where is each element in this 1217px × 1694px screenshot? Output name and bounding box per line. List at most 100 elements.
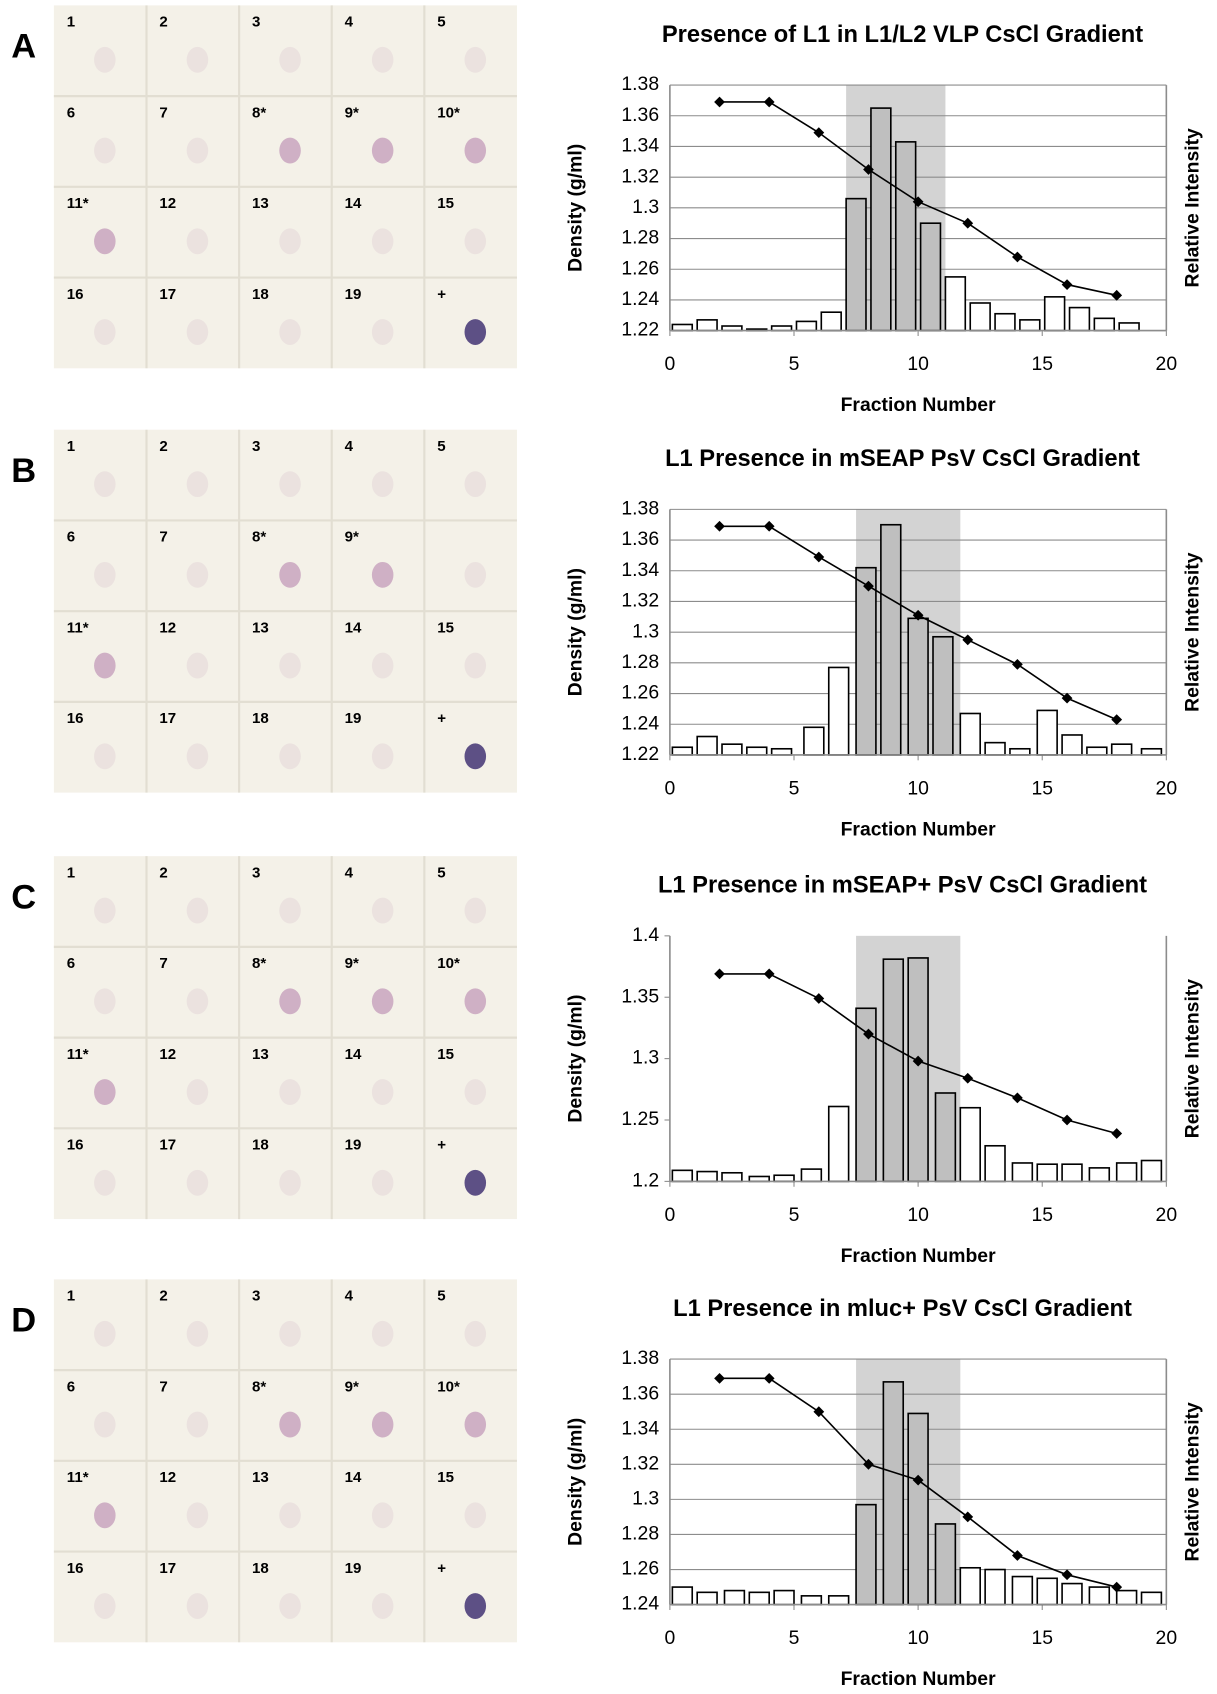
x-tick-label: 15 bbox=[1031, 1204, 1053, 1226]
y2-axis-label: Relative Intensity bbox=[1181, 128, 1203, 288]
blot-label: 6 bbox=[67, 529, 75, 546]
bar bbox=[1112, 744, 1132, 755]
bar bbox=[672, 1170, 692, 1181]
bar bbox=[995, 314, 1015, 331]
blot-label: 1 bbox=[67, 14, 75, 31]
bar bbox=[829, 667, 849, 754]
blot-dot bbox=[465, 1412, 487, 1438]
blot-dot bbox=[279, 471, 301, 497]
bar bbox=[1142, 1161, 1162, 1182]
blot-dot bbox=[279, 988, 301, 1014]
y-tick-label: 1.34 bbox=[621, 1417, 659, 1439]
y-tick-label: 1.24 bbox=[621, 1593, 659, 1615]
blot-dot bbox=[372, 1502, 394, 1528]
blot-dot bbox=[279, 1321, 301, 1347]
density-marker bbox=[1012, 1093, 1023, 1104]
density-marker bbox=[1062, 693, 1073, 704]
x-tick-label: 10 bbox=[907, 353, 929, 375]
blot-dot bbox=[94, 1170, 116, 1196]
blot-dot bbox=[465, 319, 487, 345]
blot-dot bbox=[279, 562, 301, 588]
blot-label: + bbox=[437, 1560, 446, 1577]
bar bbox=[846, 199, 866, 331]
blot-dot bbox=[187, 562, 209, 588]
blot-dot bbox=[372, 653, 394, 679]
y-tick-label: 1.22 bbox=[621, 743, 659, 765]
bar bbox=[722, 744, 742, 755]
blot-label: 4 bbox=[345, 1288, 354, 1305]
blot-label: 15 bbox=[437, 1469, 454, 1486]
blot-dot bbox=[372, 1321, 394, 1347]
y-tick-label: 1.24 bbox=[621, 288, 659, 310]
y-tick-label: 1.32 bbox=[621, 165, 659, 187]
density-marker bbox=[714, 969, 725, 980]
blot-label: 10* bbox=[437, 1378, 460, 1395]
blot-dot bbox=[279, 653, 301, 679]
blot-dot bbox=[187, 1502, 209, 1528]
x-tick-label: 5 bbox=[789, 353, 800, 375]
y-tick-label: 1.3 bbox=[632, 620, 659, 642]
bar bbox=[908, 618, 928, 755]
density-marker bbox=[1062, 1569, 1073, 1580]
blot-dot bbox=[465, 1079, 487, 1105]
y-tick-label: 1.26 bbox=[621, 257, 659, 279]
bar bbox=[774, 1175, 794, 1181]
x-tick-label: 15 bbox=[1031, 1627, 1053, 1649]
bar bbox=[1037, 1578, 1057, 1604]
bar bbox=[1037, 1164, 1057, 1181]
x-axis-label: Fraction Number bbox=[841, 818, 996, 840]
blot-label: 2 bbox=[159, 864, 167, 881]
blot-label: 12 bbox=[159, 1469, 176, 1486]
bar bbox=[801, 1596, 821, 1605]
chart-title: L1 Presence in mluc+ PsV CsCl Gradient bbox=[673, 1296, 1132, 1322]
blot-dot bbox=[279, 1593, 301, 1619]
bar bbox=[829, 1106, 849, 1181]
blot-label: 1 bbox=[67, 1288, 75, 1305]
x-tick-label: 0 bbox=[664, 1204, 675, 1226]
blot-dot bbox=[279, 228, 301, 254]
blot-label: 6 bbox=[67, 104, 75, 121]
blot-label: 3 bbox=[252, 438, 260, 455]
blot-label: 4 bbox=[345, 14, 354, 31]
blot-label: 4 bbox=[345, 864, 354, 881]
blot-dot bbox=[465, 1321, 487, 1347]
bar bbox=[1087, 747, 1107, 755]
bar bbox=[1012, 1577, 1032, 1605]
blot-dot bbox=[94, 319, 116, 345]
y-tick-label: 1.28 bbox=[621, 227, 659, 249]
blot-label: + bbox=[437, 710, 446, 727]
blot-label: 14 bbox=[345, 195, 362, 212]
y-tick-label: 1.28 bbox=[621, 651, 659, 673]
y-tick-label: 1.36 bbox=[621, 528, 659, 550]
y-tick-label: 1.3 bbox=[632, 1047, 659, 1069]
bar bbox=[1119, 323, 1139, 331]
blot-label: 16 bbox=[67, 1560, 84, 1577]
blot-dot bbox=[94, 562, 116, 588]
blot-label: 7 bbox=[159, 104, 167, 121]
y2-axis-label: Relative Intensity bbox=[1181, 979, 1203, 1139]
y-tick-label: 1.32 bbox=[621, 590, 659, 612]
blot-dot bbox=[187, 898, 209, 924]
blot-dot bbox=[94, 1079, 116, 1105]
bar bbox=[1117, 1163, 1137, 1181]
page: A12345678*9*10*11*1213141516171819+B1234… bbox=[0, 0, 1217, 1694]
blot-dot bbox=[94, 743, 116, 769]
blot-dot bbox=[372, 47, 394, 73]
blot-dot bbox=[187, 471, 209, 497]
bar bbox=[985, 743, 1005, 755]
blot-label: 11* bbox=[67, 1046, 89, 1063]
blot-label: 11* bbox=[67, 619, 89, 636]
bar bbox=[1045, 297, 1065, 331]
panel-letter: D bbox=[11, 1302, 36, 1340]
blot-label: 10* bbox=[437, 955, 460, 972]
y-tick-label: 1.25 bbox=[621, 1108, 659, 1130]
bar bbox=[921, 223, 941, 330]
blot-dot bbox=[279, 319, 301, 345]
blot-dot bbox=[187, 1412, 209, 1438]
blot-label: 3 bbox=[252, 864, 260, 881]
blot-dot bbox=[465, 1170, 487, 1196]
blot-dot bbox=[279, 138, 301, 164]
panel-letter: C bbox=[11, 878, 36, 916]
blot-dot bbox=[465, 47, 487, 73]
panel-letter: B bbox=[11, 452, 36, 490]
